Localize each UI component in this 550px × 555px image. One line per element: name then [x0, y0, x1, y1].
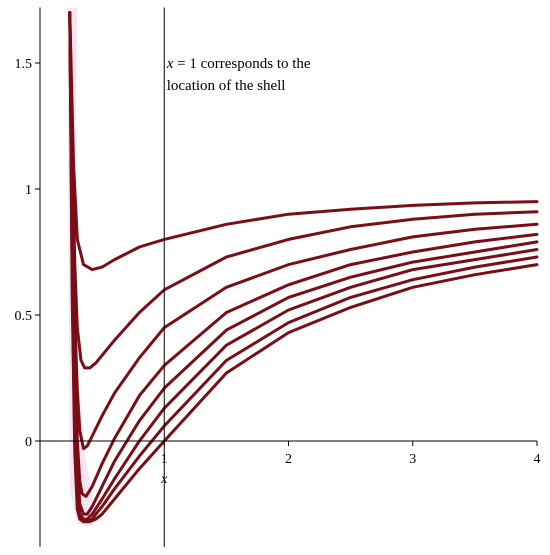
x-tick-label-4: 4	[534, 452, 541, 467]
x-tick-label-2: 2	[285, 452, 292, 467]
x-tick-label-3: 3	[409, 452, 416, 467]
series-layer	[68, 11, 539, 524]
annotation-variable: x	[166, 56, 174, 72]
series-line-3	[68, 11, 539, 451]
y-tick-label-1.5: 1.5	[15, 57, 33, 72]
y-tick-label-0: 0	[25, 435, 32, 450]
x-tick-label-1: 1	[161, 452, 168, 467]
axes-layer	[35, 7, 538, 547]
annotation-line-1: x = 1 corresponds to the	[166, 56, 311, 72]
y-tick-label-0.5: 0.5	[15, 309, 33, 324]
y-tick-label-1: 1	[25, 183, 32, 198]
series-line-1	[68, 11, 539, 272]
series-line-8	[68, 11, 539, 524]
x-axis-label: x	[160, 472, 168, 487]
series-line-6	[68, 11, 539, 521]
annotation-line-2: location of the shell	[167, 78, 286, 94]
series-line-7	[68, 11, 539, 524]
annotation-line-1-rest: = 1 corresponds to the	[173, 56, 311, 72]
series-line-2	[68, 11, 539, 370]
tick-labels-layer: 1 2 3 4 0 0.5 1 1.5	[15, 57, 541, 467]
annotation: x = 1 corresponds to the location of the…	[166, 56, 311, 94]
